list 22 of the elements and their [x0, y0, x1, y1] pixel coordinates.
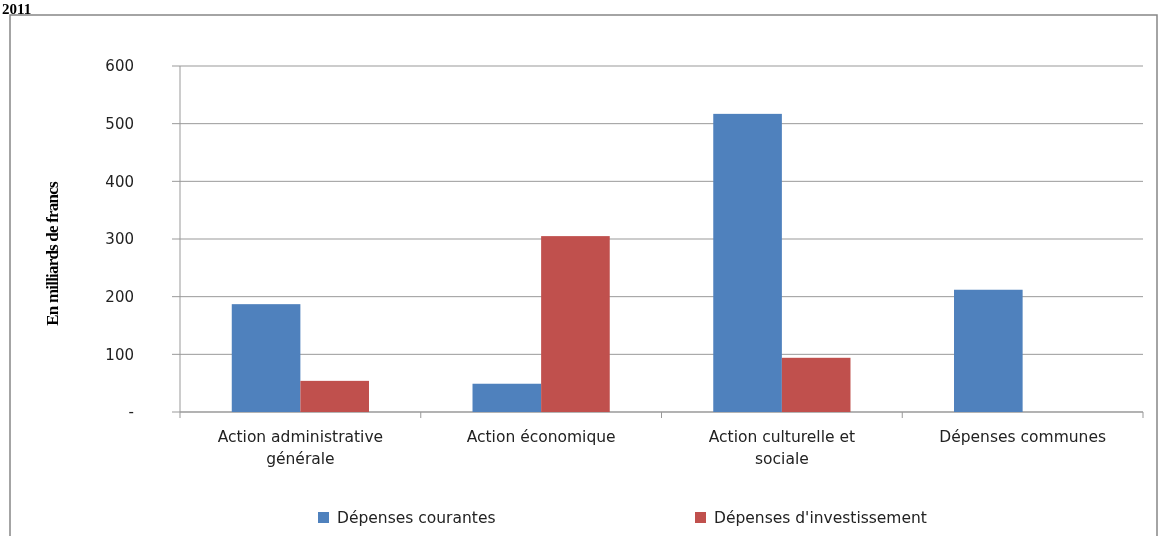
bar: [541, 236, 610, 412]
bar: [954, 289, 1023, 412]
x-tick-label: Action économique: [466, 428, 616, 446]
bar: [472, 383, 542, 412]
bar: [713, 113, 782, 412]
y-tick-label: -: [128, 403, 134, 422]
x-tick-label: Dépenses communes: [939, 428, 1106, 446]
text: 2011: [2, 1, 32, 17]
y-tick-label: 500: [105, 114, 134, 133]
bar: [300, 380, 369, 412]
y-tick-label: 600: [105, 57, 134, 76]
y-tick-label: 200: [105, 287, 134, 306]
y-tick-label: 100: [105, 345, 134, 364]
y-axis-title: En milliards de francs: [43, 181, 62, 326]
x-tick-label: Action culturelle et sociale: [708, 428, 856, 468]
y-tick-label: 400: [105, 172, 134, 191]
legend-label: Dépenses d'investissement: [714, 509, 927, 527]
bar: [231, 304, 301, 412]
legend-label: Dépenses courantes: [337, 509, 496, 527]
bar: [781, 357, 851, 412]
x-tick-label: Action administrative générale: [217, 428, 384, 468]
y-tick-label: 300: [105, 230, 134, 249]
